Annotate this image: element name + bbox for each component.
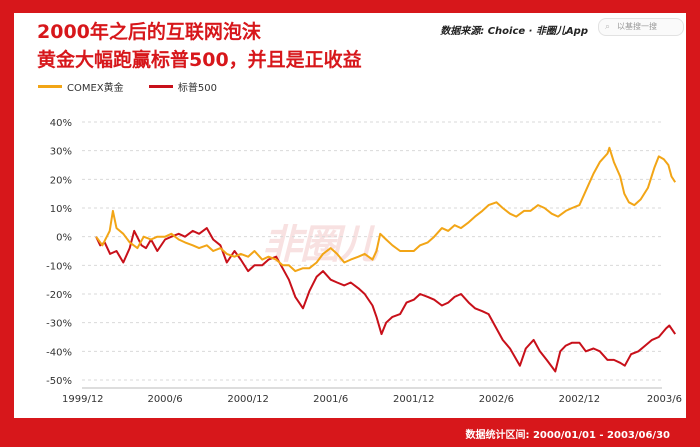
x-tick-label: 2003/6 xyxy=(647,394,682,405)
y-tick-label: 30% xyxy=(50,147,72,158)
y-tick-label: 0% xyxy=(56,233,72,244)
x-tick-label: 2000/6 xyxy=(147,394,182,405)
series-line-sp500 xyxy=(95,227,677,373)
legend-item-sp500: 标普500 xyxy=(148,79,217,94)
watermark-logo: 非圈儿 xyxy=(262,222,378,268)
legend-label-gold: COMEX黄金 xyxy=(67,83,124,94)
title-line-2: 黄金大幅跑赢标普500，并且是正收益 xyxy=(37,49,362,71)
y-tick-label: -20% xyxy=(46,290,72,301)
x-tick-label: 2001/6 xyxy=(313,394,348,405)
y-tick-label: 20% xyxy=(50,175,72,186)
legend-swatch-sp500 xyxy=(148,85,173,88)
x-tick-label: 1999/12 xyxy=(62,394,104,405)
chart-card xyxy=(14,13,686,418)
legend-item-gold: COMEX黄金 xyxy=(38,79,124,94)
source-label: 数据来源: Choice · 非圈儿App xyxy=(440,26,588,37)
y-tick-label: 10% xyxy=(50,204,72,215)
y-tick-label: -40% xyxy=(46,347,72,358)
series-line-gold xyxy=(95,146,677,273)
y-tick-label: 40% xyxy=(50,118,72,129)
search-icon: ⌕ xyxy=(605,22,611,32)
y-tick-label: -50% xyxy=(46,376,72,387)
chart-title: 2000年之后的互联网泡沫 黄金大幅跑赢标普500，并且是正收益 xyxy=(37,18,362,74)
title-line-1: 2000年之后的互联网泡沫 xyxy=(37,21,261,43)
x-tick-label: 2002/6 xyxy=(479,394,514,405)
y-tick-label: -30% xyxy=(46,319,72,330)
stat-period: 数据统计区间: 2000/01/01 - 2003/06/30 xyxy=(465,430,670,441)
search-placeholder: 以基搜一搜 xyxy=(617,22,657,31)
search-box[interactable]: ⌕ 以基搜一搜 xyxy=(598,18,684,36)
x-tick-label: 2000/12 xyxy=(227,394,269,405)
chart-legend: COMEX黄金 标普500 xyxy=(38,79,239,94)
x-tick-label: 2001/12 xyxy=(393,394,435,405)
x-tick-label: 2002/12 xyxy=(559,394,601,405)
y-tick-label: -10% xyxy=(46,261,72,272)
legend-swatch-gold xyxy=(38,85,62,88)
legend-label-sp500: 标普500 xyxy=(177,83,217,94)
